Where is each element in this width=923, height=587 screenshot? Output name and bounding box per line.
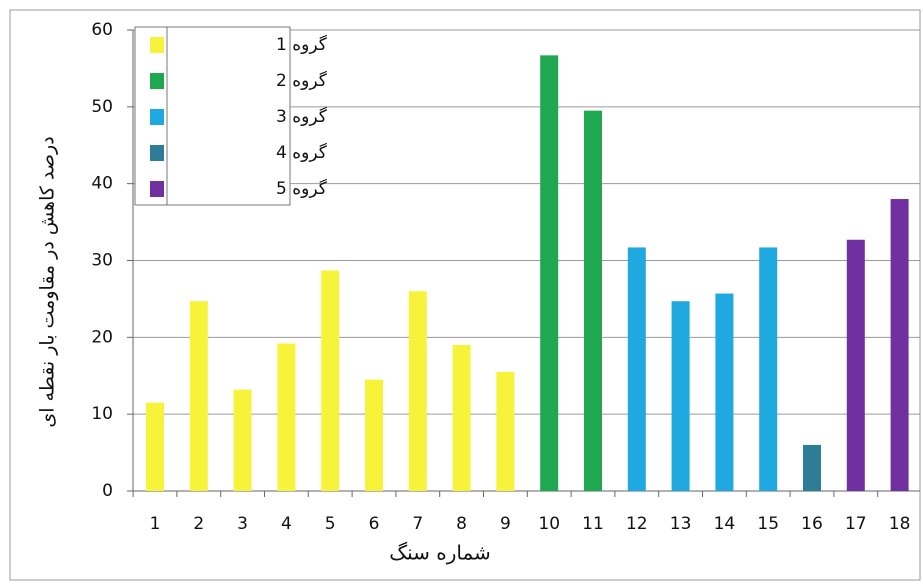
bar: [540, 55, 559, 491]
x-tick-label: 1: [150, 514, 161, 534]
bar: [627, 247, 646, 491]
x-tick-label: 3: [237, 514, 248, 534]
legend-label: گروه 3: [276, 106, 328, 127]
x-tick-label: 4: [281, 514, 292, 534]
legend-swatch: [150, 37, 164, 53]
y-tick-label: 60: [91, 20, 113, 40]
x-tick-label: 5: [325, 514, 336, 534]
bar: [496, 371, 515, 491]
y-tick-label: 20: [91, 327, 113, 347]
bar: [321, 270, 340, 491]
x-tick-label: 8: [456, 514, 467, 534]
x-tick-label: 16: [801, 514, 823, 534]
legend-label: گروه 4: [276, 142, 328, 163]
x-tick-label: 11: [582, 514, 604, 534]
legend-swatch: [150, 181, 164, 197]
y-tick-label: 50: [91, 97, 113, 117]
x-tick-label: 18: [889, 514, 911, 534]
x-tick-label: 9: [500, 514, 511, 534]
bar: [365, 379, 383, 491]
legend-label: گروه 1: [276, 34, 328, 55]
legend-swatch: [150, 73, 164, 89]
legend-label: گروه 5: [276, 178, 328, 199]
y-axis-label: درصد کاهش در مقاومت بار نقطه ای: [37, 136, 59, 427]
legend-swatch: [150, 109, 164, 125]
bar: [452, 345, 471, 491]
bar: [846, 239, 865, 491]
x-axis-label: شماره سنگ: [389, 541, 491, 565]
y-tick-label: 40: [91, 174, 113, 194]
x-tick-label: 6: [369, 514, 380, 534]
bar: [277, 343, 296, 491]
x-tick-label: 14: [714, 514, 736, 534]
x-tick-label: 12: [626, 514, 648, 534]
y-tick-label: 30: [91, 251, 113, 271]
bar: [890, 199, 909, 492]
x-tick-label: 13: [670, 514, 692, 534]
legend-label: گروه 2: [276, 70, 328, 91]
bar: [715, 293, 734, 491]
legend-swatch: [150, 145, 164, 161]
bar: [189, 301, 208, 491]
bar: [146, 402, 164, 491]
bar: [803, 444, 821, 491]
y-tick-label: 0: [102, 481, 113, 501]
x-tick-label: 10: [538, 514, 560, 534]
x-tick-label: 7: [412, 514, 423, 534]
bar: [671, 301, 690, 491]
x-tick-label: 17: [845, 514, 867, 534]
bar: [233, 389, 252, 491]
bar: [759, 247, 778, 491]
x-tick-label: 2: [193, 514, 204, 534]
bar: [408, 291, 427, 491]
x-tick-label: 15: [757, 514, 779, 534]
bar: [584, 110, 602, 492]
y-tick-label: 10: [91, 404, 113, 424]
